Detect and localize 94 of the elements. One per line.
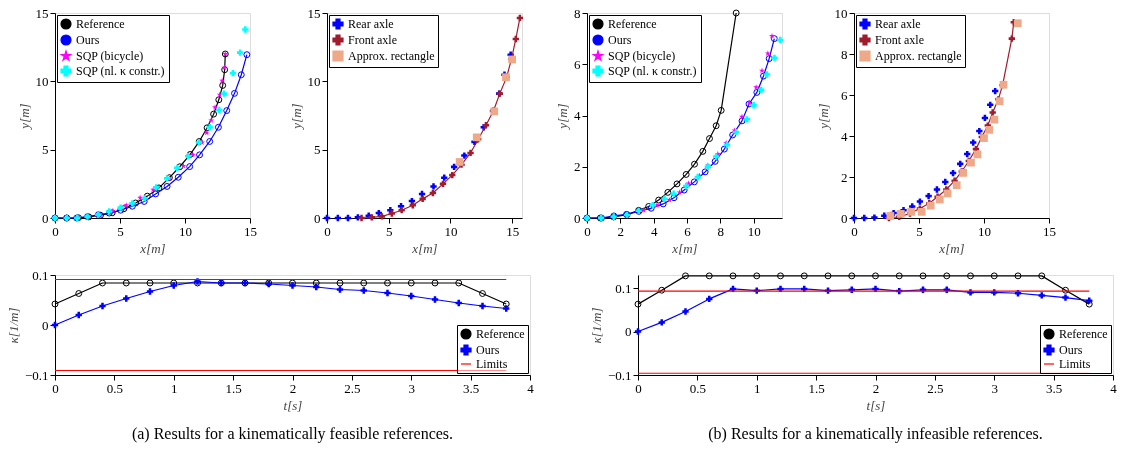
x-axis-title: t[s] xyxy=(866,397,886,413)
x-tick-label: 5 xyxy=(916,223,923,239)
legend-label: SQP (nl. κ constr.) xyxy=(76,64,165,78)
x-tick-label: 1 xyxy=(171,380,178,396)
x-tick-label: 5 xyxy=(117,223,124,239)
legend-label: SQP (nl. κ constr.) xyxy=(608,64,697,78)
y-tick-label: 6 xyxy=(574,56,581,72)
legend-label: Front axle xyxy=(348,33,397,47)
x-tick-label: 1.5 xyxy=(808,380,825,396)
legend-label: Limits xyxy=(1059,357,1091,371)
y-tick-label: 0 xyxy=(42,317,49,333)
y-tick-label: 0 xyxy=(625,324,632,340)
x-tick-label: 15 xyxy=(1043,223,1056,239)
text: (a) Results for a kinematically feasible references. xyxy=(131,425,454,443)
x-tick-label: 0 xyxy=(324,223,331,239)
x-tick-label: 10 xyxy=(747,223,761,239)
x-axis-title: t[s] xyxy=(283,397,303,413)
y-axis-title: κ[1/m] xyxy=(588,307,604,344)
x-tick-label: 0 xyxy=(851,223,858,239)
legend-label: Approx. rectangle xyxy=(348,49,435,63)
y-tick-label: 5 xyxy=(314,142,321,158)
x-tick-label: 4 xyxy=(527,380,535,396)
y-tick-label: 0.1 xyxy=(32,267,49,283)
y-tick-label: 8 xyxy=(841,46,848,62)
x-tick-label: 15 xyxy=(506,223,520,239)
x-axis-title: x[m] xyxy=(411,240,438,256)
y-tick-label: 2 xyxy=(841,169,848,185)
y-tick-label: 0 xyxy=(574,210,581,226)
y-tick-label: 10 xyxy=(35,73,49,89)
y-tick-label: 0 xyxy=(841,210,848,226)
y-tick-label: 5 xyxy=(42,142,49,158)
legend-label: Ours xyxy=(608,33,632,47)
y-axis-title: y[m] xyxy=(288,103,304,131)
x-tick-label: 10 xyxy=(978,223,991,239)
x-tick-label: 0.5 xyxy=(689,380,706,396)
legend-label: SQP (bicycle) xyxy=(608,49,676,63)
x-tick-label: 4 xyxy=(650,223,658,239)
y-tick-label: 0 xyxy=(42,210,49,226)
y-axis-title: κ[1/m] xyxy=(5,307,21,344)
legend-label: Ours xyxy=(1059,343,1083,357)
x-tick-label: 0 xyxy=(584,223,591,239)
x-tick-label: 1.5 xyxy=(225,380,242,396)
legend-label: Reference xyxy=(76,17,125,31)
x-tick-label: 8 xyxy=(717,223,725,239)
legend-label: Approx. rectangle xyxy=(875,49,962,63)
y-tick-label: −0.1 xyxy=(607,367,632,383)
x-tick-label: 0.5 xyxy=(106,380,123,396)
x-tick-label: 2 xyxy=(872,380,880,396)
legend-label: Reference xyxy=(608,17,657,31)
legend-label: Ours xyxy=(476,343,500,357)
x-tick-label: 2.5 xyxy=(344,380,361,396)
x-tick-label: 10 xyxy=(179,223,192,239)
legend-label: SQP (bicycle) xyxy=(76,49,144,63)
x-tick-label: 10 xyxy=(444,223,458,239)
y-tick-label: 2 xyxy=(574,159,581,175)
legend-label: Limits xyxy=(476,357,508,371)
y-axis-title: y[m] xyxy=(815,103,831,131)
x-tick-label: 3 xyxy=(991,380,998,396)
text: (b) Results for a kinematically infeasible references. xyxy=(708,425,1043,443)
y-tick-label: 4 xyxy=(574,108,581,123)
x-tick-label: 6 xyxy=(684,223,692,239)
x-tick-label: 15 xyxy=(244,223,257,239)
legend-label: Front axle xyxy=(875,33,924,47)
y-tick-label: 0 xyxy=(314,210,321,226)
legend-label: Rear axle xyxy=(875,17,921,31)
x-tick-label: 3 xyxy=(408,380,415,396)
x-tick-label: 0 xyxy=(52,380,59,396)
y-tick-label: 8 xyxy=(574,5,581,21)
x-axis-title: x[m] xyxy=(671,240,698,256)
y-tick-label: 15 xyxy=(35,5,49,21)
legend-label: Ours xyxy=(76,33,100,47)
x-tick-label: 3.5 xyxy=(1046,380,1063,396)
y-tick-label: 15 xyxy=(307,5,321,21)
y-tick-label: 10 xyxy=(834,5,848,21)
y-tick-label: −0.1 xyxy=(24,367,49,383)
y-tick-label: 10 xyxy=(307,73,321,89)
y-tick-label: 0.1 xyxy=(615,280,632,296)
x-tick-label: 3.5 xyxy=(463,380,480,396)
x-axis-title: x[m] xyxy=(139,240,166,256)
x-tick-label: 2 xyxy=(289,380,297,396)
x-tick-label: 0 xyxy=(635,380,642,396)
x-tick-label: 4 xyxy=(1110,380,1118,396)
y-axis-title: y[m] xyxy=(555,103,570,131)
y-axis-title: y[m] xyxy=(16,103,32,131)
y-tick-label: 6 xyxy=(841,87,848,103)
legend-label: Reference xyxy=(476,327,525,341)
x-tick-label: 5 xyxy=(385,223,393,239)
x-axis-title: x[m] xyxy=(938,240,965,256)
legend-label: Reference xyxy=(1059,327,1108,341)
legend-label: Rear axle xyxy=(348,17,394,31)
x-tick-label: 1 xyxy=(754,380,761,396)
y-tick-label: 4 xyxy=(841,128,848,144)
x-tick-label: 2.5 xyxy=(927,380,944,396)
x-tick-label: 0 xyxy=(52,223,59,239)
